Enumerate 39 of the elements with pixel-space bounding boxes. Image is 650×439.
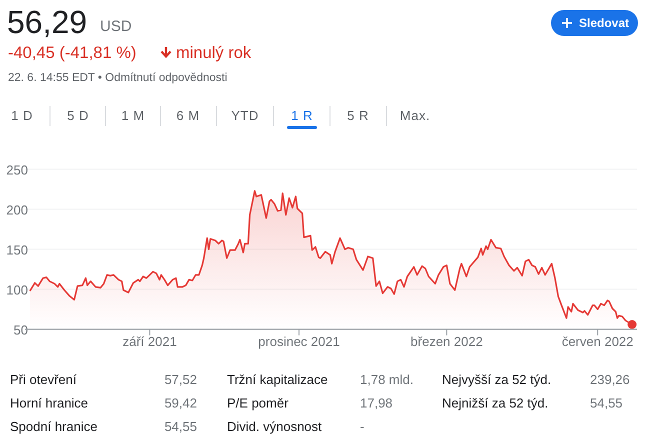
- text: Tržní kapitalizace: [227, 372, 328, 387]
- text: YTD: [231, 108, 259, 123]
- text: -40,45 (-41,81 %): [8, 44, 136, 62]
- text: Max.: [400, 108, 430, 123]
- text: P/E poměr: [227, 396, 290, 410]
- text: 5 D: [67, 108, 89, 123]
- text: 22. 6. 14:55 EDT • Odmítnutí odpovědnosti: [8, 72, 228, 84]
- x-tick-label: červen 2022: [562, 334, 634, 349]
- text: 57,52: [164, 372, 197, 387]
- text: Divid. výnosnost: [227, 419, 322, 434]
- y-tick-label: 250: [6, 162, 28, 178]
- text: 1,78 mld.: [360, 372, 414, 387]
- x-tick-label: září 2021: [122, 334, 177, 349]
- text: 1 M: [121, 108, 145, 123]
- text: USD: [100, 18, 132, 35]
- follow-button: Sledovat: [551, 10, 638, 36]
- y-tick-label: 50: [14, 322, 28, 338]
- text: 59,42: [164, 396, 197, 410]
- y-tick-label: 150: [6, 242, 28, 258]
- x-tick-label: březen 2022: [410, 334, 483, 349]
- y-tick-label: 200: [6, 202, 28, 218]
- text: 17,98: [360, 396, 393, 410]
- text: 1 D: [11, 108, 33, 123]
- text: Nejnižší za 52 týd.: [442, 396, 548, 410]
- text: Nejvyšší za 52 týd.: [442, 372, 552, 387]
- text: -: [360, 419, 364, 434]
- text: 6 M: [176, 108, 200, 123]
- text: 5 R: [347, 108, 369, 123]
- text: Horní hranice: [10, 396, 88, 410]
- text: minulý rok: [176, 44, 252, 62]
- x-tick-label: prosinec 2021: [258, 334, 340, 349]
- y-tick-label: 100: [6, 282, 28, 298]
- text: 239,26: [590, 372, 630, 387]
- text: 54,55: [164, 419, 197, 434]
- text: Při otevření: [10, 372, 77, 387]
- text: 1 R: [291, 108, 313, 123]
- chart-title: 56,29: [7, 4, 88, 40]
- text: Spodní hranice: [10, 419, 98, 434]
- text: 54,55: [590, 396, 623, 410]
